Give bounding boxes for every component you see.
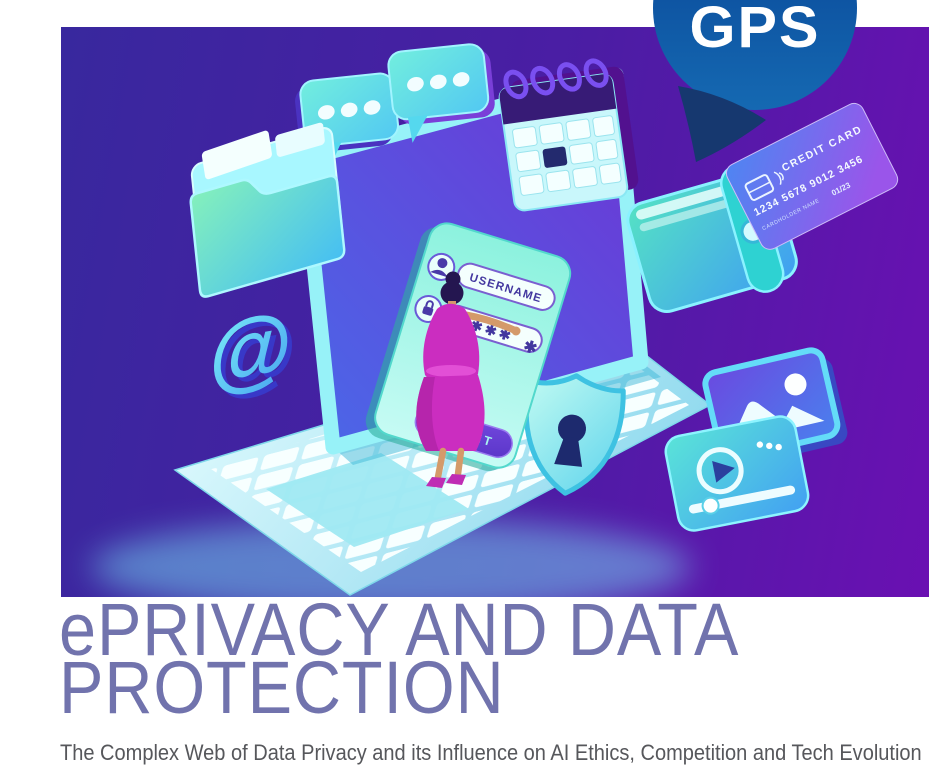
- calendar-icon: [498, 58, 639, 212]
- gps-cursor-arrow-icon: [678, 86, 766, 162]
- page-title: ePRIVACY AND DATA PROTECTION: [59, 588, 740, 729]
- high-heel-left: [426, 477, 446, 488]
- hero-illustration: @ @ CREDIT CARD 1234 5678 9012 3456 CARD…: [61, 27, 929, 597]
- username-field: [456, 262, 556, 311]
- padlock-icon: [422, 306, 434, 316]
- at-symbol-glyph: @: [208, 293, 294, 406]
- video-player-icon: [664, 415, 810, 532]
- laptop-trackpad: [266, 453, 469, 547]
- woman-figure: [416, 271, 521, 488]
- hero-illustration-canvas: @ @ CREDIT CARD 1234 5678 9012 3456 CARD…: [91, 43, 899, 597]
- page-title-line1: ePRIVACY AND DATA: [59, 588, 740, 671]
- password-star-cursor: ✱: [521, 338, 539, 358]
- user-avatar-icon: [437, 258, 448, 269]
- at-symbol-icon: @ @: [208, 293, 299, 410]
- high-heel-right: [446, 474, 466, 485]
- at-symbol-shadow: @: [213, 297, 299, 410]
- credit-card-icon: CREDIT CARD 1234 5678 9012 3456 CARDHOLD…: [725, 102, 899, 250]
- page-subtitle: The Complex Web of Data Privacy and its …: [60, 740, 922, 765]
- gps-badge-label: GPS: [689, 0, 821, 60]
- chat-bubbles-icon: [295, 43, 495, 168]
- page-title-line2: PROTECTION: [59, 646, 505, 729]
- folder-icon: [189, 122, 346, 298]
